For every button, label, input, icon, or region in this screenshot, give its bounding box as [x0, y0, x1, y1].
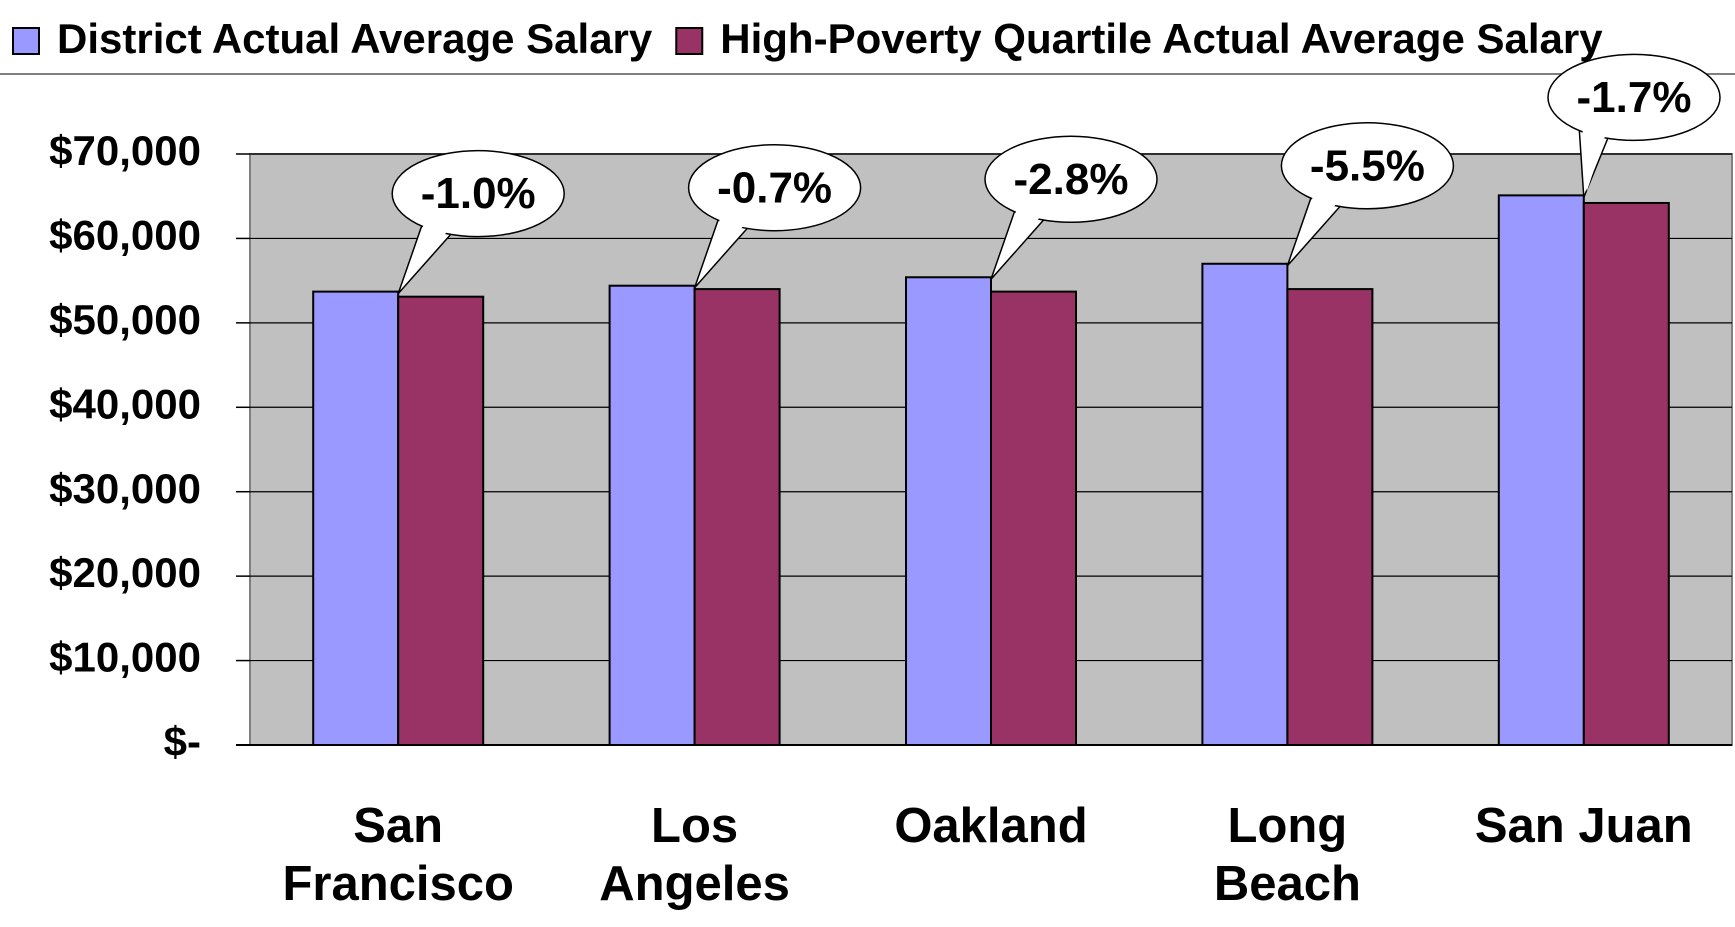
callout-bubble	[1547, 53, 1721, 142]
legend-label: District Actual Average Salary	[57, 15, 653, 62]
x-tick-label: San Juan	[1474, 799, 1693, 853]
y-tick-label: $60,000	[49, 212, 201, 259]
bar	[905, 276, 992, 746]
y-tick-label: $40,000	[49, 380, 201, 427]
legend-swatch	[12, 27, 40, 55]
legend-swatch	[675, 27, 704, 55]
callout-label: -1.7%	[1577, 73, 1692, 122]
y-tick-label: $30,000	[49, 465, 201, 512]
bar	[397, 295, 485, 746]
bar	[608, 284, 696, 746]
x-tick-label: Los Angeles	[599, 799, 790, 911]
callout-join	[994, 203, 1044, 274]
y-tick-label: $70,000	[49, 127, 201, 174]
callout-join	[1290, 189, 1341, 260]
callout-label: -2.8%	[1014, 155, 1129, 204]
callout-label: -1.0%	[421, 169, 536, 218]
callout-bubble	[687, 143, 862, 232]
callout-join	[1582, 121, 1607, 192]
x-tick-label: Oakland	[894, 799, 1088, 853]
callout-label: -0.7%	[717, 163, 832, 212]
y-tick-label: $20,000	[49, 549, 201, 596]
bar	[1497, 194, 1585, 746]
y-tick-label: $-	[164, 718, 201, 765]
x-tick-label: San Francisco	[282, 799, 514, 911]
callout-label: -5.5%	[1310, 141, 1425, 190]
callout-join	[697, 211, 748, 282]
bar	[312, 290, 400, 746]
callout-bubble	[1280, 122, 1455, 210]
y-tick-label: $50,000	[49, 296, 201, 343]
bar	[1201, 262, 1289, 746]
bar	[1582, 201, 1670, 746]
y-tick-label: $10,000	[49, 634, 201, 681]
x-tick-label: Long Beach	[1213, 799, 1361, 911]
bar	[693, 288, 781, 746]
bar	[1286, 288, 1374, 746]
callout-join	[401, 217, 452, 288]
legend-label: High-Poverty Quartile Actual Average Sal…	[720, 15, 1603, 62]
bar	[990, 290, 1077, 746]
callout-bubble	[391, 149, 565, 238]
callout-bubble	[984, 135, 1158, 224]
